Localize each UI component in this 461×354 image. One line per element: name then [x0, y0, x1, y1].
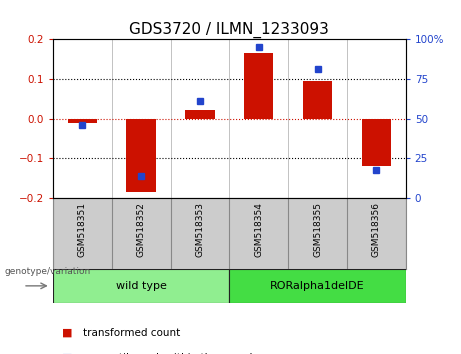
Title: GDS3720 / ILMN_1233093: GDS3720 / ILMN_1233093	[130, 21, 329, 38]
Text: GSM518352: GSM518352	[136, 202, 146, 257]
Bar	[303, 81, 332, 119]
Text: genotype/variation: genotype/variation	[5, 267, 91, 276]
Text: GSM518356: GSM518356	[372, 202, 381, 257]
Bar	[68, 119, 97, 122]
Bar	[126, 119, 156, 192]
Bar	[53, 269, 230, 303]
Text: ■: ■	[62, 353, 73, 354]
Text: transformed count: transformed count	[83, 328, 180, 338]
Text: wild type: wild type	[116, 281, 166, 291]
Text: percentile rank within the sample: percentile rank within the sample	[83, 353, 259, 354]
Text: GSM518351: GSM518351	[78, 202, 87, 257]
Bar	[185, 110, 215, 119]
Text: RORalpha1delDE: RORalpha1delDE	[270, 281, 365, 291]
Text: GSM518353: GSM518353	[195, 202, 205, 257]
Bar	[361, 119, 391, 166]
Bar	[229, 269, 406, 303]
Text: ■: ■	[62, 328, 73, 338]
Bar	[244, 53, 273, 119]
Text: GSM518354: GSM518354	[254, 202, 263, 257]
Text: GSM518355: GSM518355	[313, 202, 322, 257]
